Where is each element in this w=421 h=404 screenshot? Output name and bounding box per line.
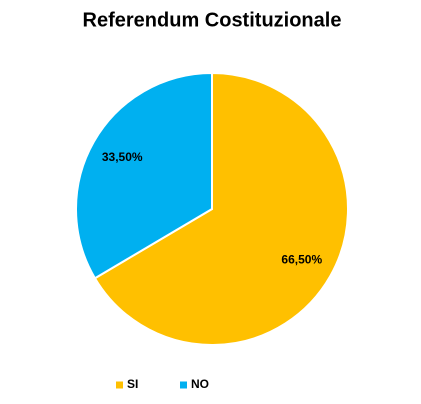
legend-label: NO (191, 377, 209, 391)
legend-swatch (180, 381, 187, 389)
pie-slice (93, 71, 349, 346)
chart-title: Referendum Costituzionale (83, 9, 342, 31)
legend-swatch (116, 381, 123, 389)
data-label: 66,50% (281, 252, 322, 266)
pie-slice (75, 71, 213, 280)
legend-label: SI (127, 377, 138, 391)
data-label: 33,50% (102, 150, 143, 164)
